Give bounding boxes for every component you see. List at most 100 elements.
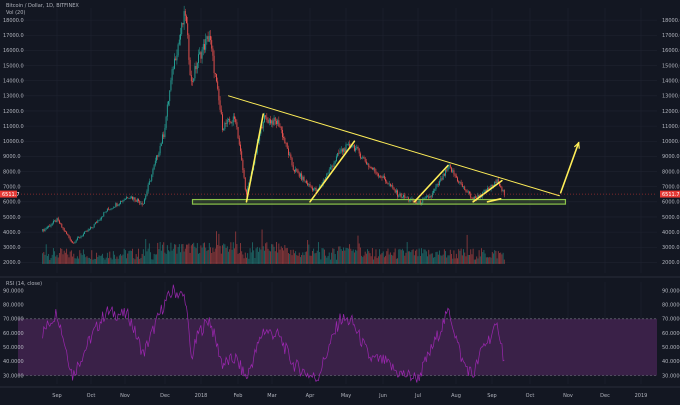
- volume-bar: [168, 250, 169, 264]
- candle-body: [424, 197, 426, 199]
- candle-body: [497, 179, 499, 184]
- candle-body: [205, 38, 207, 50]
- candle-body: [145, 195, 147, 200]
- candle-body: [138, 199, 139, 202]
- candle-body: [440, 178, 442, 181]
- volume-bar: [216, 231, 217, 264]
- candle-body: [352, 144, 354, 146]
- volume-bar: [224, 244, 226, 264]
- candle-body: [212, 48, 214, 56]
- volume-bar: [68, 257, 70, 264]
- volume-bar: [160, 250, 162, 264]
- volume-bar: [80, 253, 82, 264]
- candle-body: [334, 161, 336, 164]
- volume-bar: [259, 247, 261, 264]
- volume-bar: [208, 243, 210, 264]
- y-tick-label-left: 13000.0: [3, 94, 24, 100]
- volume-bar: [410, 252, 412, 264]
- volume-bar: [186, 244, 187, 264]
- candle-body: [99, 219, 101, 221]
- volume-bar: [465, 256, 467, 264]
- volume-bar: [353, 252, 355, 264]
- y-tick-label-right: 12000.0: [662, 109, 680, 115]
- candle-body: [442, 173, 444, 180]
- volume-bar: [266, 242, 268, 264]
- candle-body: [419, 200, 421, 204]
- volume-bar: [152, 259, 154, 264]
- candle-body: [381, 177, 383, 179]
- rsi-tick-label-left: 50.0000: [3, 345, 24, 351]
- candle-body: [241, 151, 243, 160]
- candle-body: [142, 203, 144, 205]
- x-tick-label: Sep: [487, 393, 496, 399]
- candle-body: [319, 185, 321, 189]
- candle-body: [261, 126, 263, 129]
- volume-bar: [413, 255, 415, 264]
- volume-bar: [120, 254, 122, 264]
- volume-bar: [291, 255, 293, 264]
- volume-bar: [84, 254, 86, 264]
- volume-bar: [297, 255, 299, 264]
- volume-bar: [187, 244, 189, 264]
- volume-bar: [339, 246, 341, 264]
- candle-body: [421, 202, 423, 204]
- volume-bar: [66, 248, 68, 264]
- candle-body: [473, 196, 475, 200]
- volume-bar: [434, 257, 436, 264]
- volume-bar: [262, 246, 264, 264]
- candle-body: [240, 144, 241, 152]
- candle-body: [127, 197, 129, 199]
- y-tick-label-right: 5000.0: [662, 215, 680, 221]
- rsi-tick-label-left: 90.0000: [3, 288, 24, 294]
- volume-bar: [322, 248, 324, 264]
- volume-bar: [42, 253, 44, 264]
- candle-body: [485, 189, 487, 192]
- rsi-tick-label-right: 50.0000: [662, 345, 680, 351]
- volume-bar: [411, 250, 413, 264]
- volume-bar: [175, 244, 177, 264]
- volume-bar: [153, 253, 155, 264]
- volume-bar: [52, 248, 54, 264]
- volume-bar: [46, 255, 48, 264]
- candle-body: [198, 54, 199, 64]
- volume-bar: [369, 253, 371, 264]
- x-tick-label: Mar: [267, 393, 277, 399]
- volume-bar: [393, 252, 395, 264]
- volume-bar: [439, 250, 440, 264]
- y-tick-label-right: 4000.0: [662, 230, 680, 236]
- volume-bar: [299, 257, 301, 264]
- y-tick-label-left: 5000.0: [3, 215, 21, 221]
- candle-body: [270, 119, 271, 124]
- volume-bar: [302, 252, 304, 264]
- drawings[interactable]: [191, 95, 580, 205]
- volume-bar: [351, 250, 353, 264]
- candle-body: [180, 34, 181, 40]
- candle-body: [236, 122, 238, 127]
- volume-bar: [496, 258, 498, 264]
- volume-bar: [493, 253, 494, 264]
- volume-bar: [367, 249, 369, 264]
- volume-bar: [363, 255, 365, 264]
- candle-body: [443, 173, 445, 176]
- y-tick-label-right: 17000.0: [662, 33, 680, 39]
- volume-label: Vol (20): [6, 10, 26, 16]
- candle-body: [140, 203, 142, 204]
- volume-bar: [253, 250, 255, 264]
- candle-body: [362, 157, 364, 159]
- candle-body: [323, 180, 325, 181]
- volume-bar: [157, 242, 159, 264]
- volume-bar: [308, 244, 310, 264]
- last-price-label-right: 6511.7: [662, 192, 680, 198]
- candle-body: [403, 195, 405, 198]
- candle-body: [175, 58, 177, 61]
- candle-body: [266, 117, 268, 120]
- volume-bar: [254, 258, 256, 264]
- candle-body: [469, 191, 470, 194]
- candle-body: [434, 189, 436, 191]
- candle-body: [268, 119, 270, 124]
- volume-bar: [60, 248, 62, 264]
- candle-body: [310, 186, 312, 188]
- candle-body: [452, 170, 454, 172]
- x-tick-label: Oct: [526, 393, 535, 399]
